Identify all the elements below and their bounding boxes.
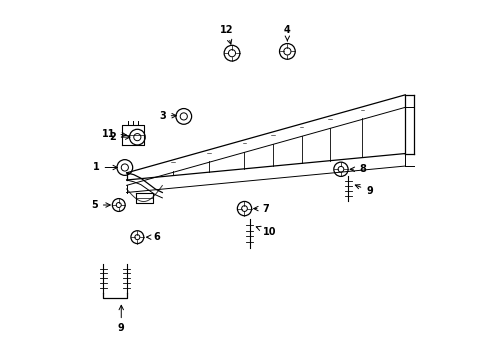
Text: 9: 9 (118, 305, 124, 333)
Text: 2: 2 (109, 132, 130, 142)
Text: 1: 1 (93, 162, 117, 172)
Text: 7: 7 (253, 203, 269, 213)
Text: 8: 8 (349, 164, 365, 174)
Text: 5: 5 (91, 200, 110, 210)
Text: 3: 3 (159, 111, 176, 121)
Text: 12: 12 (220, 25, 233, 44)
Text: 6: 6 (146, 232, 160, 242)
Text: 4: 4 (284, 25, 290, 41)
Text: 10: 10 (256, 226, 276, 237)
Text: 11: 11 (102, 129, 126, 139)
Text: 9: 9 (354, 185, 372, 196)
